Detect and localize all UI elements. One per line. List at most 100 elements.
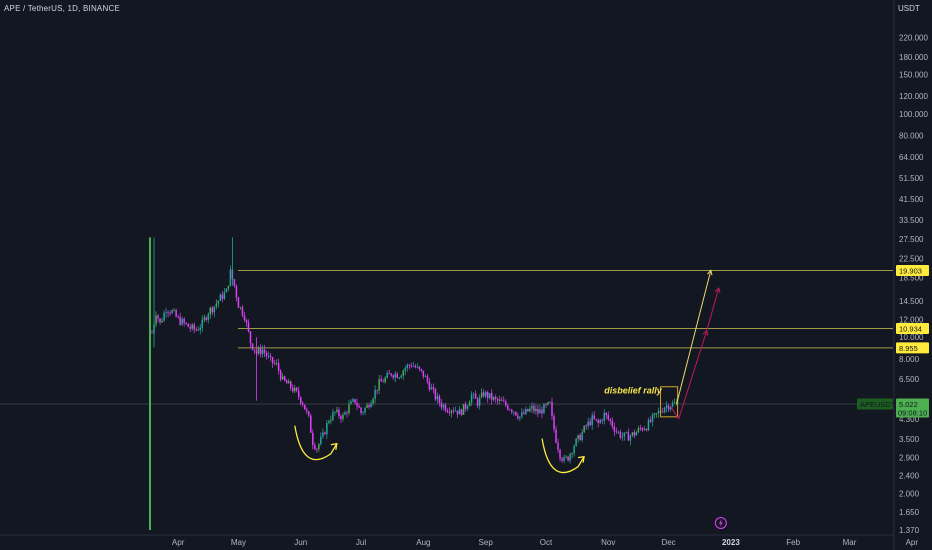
- candle: [643, 429, 646, 431]
- y-tick-label: 6.500: [899, 375, 920, 384]
- candle: [185, 322, 187, 324]
- y-tick-label: 33.500: [899, 216, 924, 225]
- candle: [671, 402, 674, 407]
- candle: [358, 405, 360, 408]
- candle: [267, 355, 270, 357]
- candle: [354, 399, 356, 403]
- candle: [424, 376, 427, 377]
- candle: [271, 357, 274, 364]
- candle: [376, 389, 378, 391]
- candle: [639, 427, 642, 429]
- candle: [545, 404, 547, 406]
- candle: [517, 415, 519, 419]
- candle: [374, 389, 376, 399]
- candle: [368, 404, 370, 408]
- candle: [615, 431, 618, 433]
- candle: [420, 368, 423, 371]
- candle: [631, 432, 634, 436]
- x-tick-label: Dec: [661, 538, 675, 547]
- candle: [513, 411, 515, 413]
- candle: [653, 413, 656, 415]
- y-tick-label: 2.000: [899, 489, 920, 498]
- candle: [454, 410, 457, 412]
- candle: [521, 412, 523, 417]
- candle: [326, 422, 328, 435]
- candle: [525, 409, 527, 414]
- candle: [595, 419, 597, 420]
- candle: [498, 399, 501, 401]
- candle: [418, 366, 421, 369]
- y-tick-label: 80.000: [899, 132, 924, 141]
- candle: [235, 285, 238, 298]
- candle: [183, 318, 185, 323]
- candle: [400, 375, 402, 378]
- y-tick-label: 41.500: [899, 195, 924, 204]
- candle: [348, 404, 350, 414]
- candle: [217, 300, 220, 304]
- candle: [308, 411, 310, 416]
- candle: [414, 365, 417, 368]
- candle: [332, 412, 334, 420]
- candle: [410, 365, 413, 367]
- candle: [651, 414, 654, 422]
- candle: [201, 319, 204, 328]
- candle: [169, 312, 171, 314]
- candle: [583, 425, 585, 433]
- candle: [605, 412, 608, 416]
- candle: [531, 405, 533, 409]
- candle: [275, 362, 278, 364]
- candle: [370, 403, 372, 408]
- y-tick-label: 2.400: [899, 472, 920, 481]
- candle: [338, 409, 340, 417]
- candle: [340, 416, 342, 420]
- candle: [587, 421, 589, 426]
- candle: [529, 408, 531, 412]
- y-tick-label: 220.000: [899, 33, 928, 42]
- candle: [665, 405, 668, 408]
- candle: [539, 409, 541, 414]
- candle: [322, 432, 324, 437]
- candle: [438, 395, 441, 403]
- candle: [297, 390, 300, 398]
- candle: [251, 343, 254, 350]
- y-tick-label: 1.650: [899, 508, 920, 517]
- candle: [195, 329, 197, 331]
- price-badge-value: 5.022: [899, 400, 918, 409]
- candle: [470, 394, 473, 403]
- projection-arrowhead: [707, 269, 713, 276]
- y-tick-label: 2.900: [899, 453, 920, 462]
- candle: [633, 432, 636, 436]
- y-tick-label: 64.000: [899, 153, 924, 162]
- candle: [249, 331, 252, 344]
- candle: [426, 376, 429, 382]
- candle: [197, 330, 199, 331]
- candle: [434, 389, 437, 400]
- candle: [281, 376, 284, 380]
- bottom-curve: [294, 425, 338, 461]
- candle: [625, 432, 628, 434]
- candle: [388, 373, 390, 375]
- candle: [458, 409, 461, 415]
- candle: [213, 306, 216, 313]
- lightning-icon[interactable]: [714, 517, 727, 529]
- x-tick-label: 2023: [722, 538, 740, 547]
- candle: [486, 392, 489, 399]
- candle: [223, 292, 226, 299]
- candle: [310, 415, 312, 433]
- candle: [243, 315, 246, 320]
- candle: [430, 387, 433, 390]
- candle: [386, 373, 388, 378]
- bottom-curve-arrowhead: [577, 455, 585, 463]
- candle: [259, 348, 262, 355]
- x-tick-label: May: [231, 538, 246, 547]
- candle: [623, 432, 626, 437]
- candle: [505, 401, 507, 406]
- candle: [553, 416, 555, 430]
- candle: [593, 415, 595, 420]
- candle: [565, 456, 567, 458]
- candle: [293, 387, 296, 392]
- candle: [157, 315, 159, 319]
- candle: [237, 297, 240, 308]
